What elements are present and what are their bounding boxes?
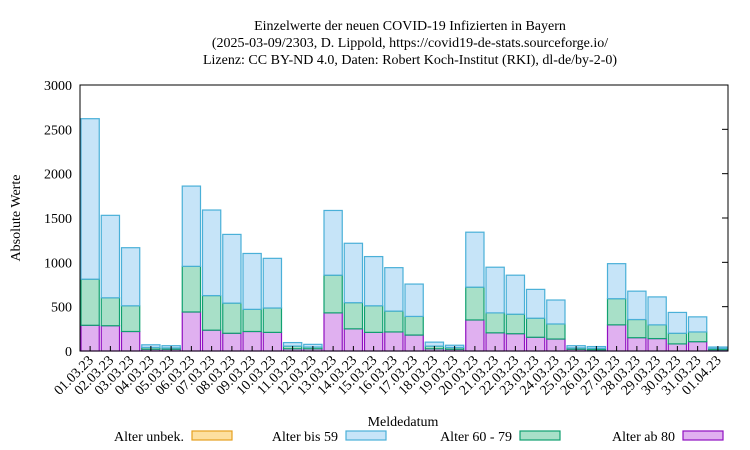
bar-segment xyxy=(323,312,343,352)
bar-segment xyxy=(647,296,667,326)
bar-segment xyxy=(627,318,647,339)
legend-label: Alter bis 59 xyxy=(272,430,338,445)
legend-label: Alter ab 80 xyxy=(612,430,675,445)
bar-segment xyxy=(323,274,343,314)
bar-segment xyxy=(100,297,121,327)
bar-segment xyxy=(667,332,688,345)
bar-segment xyxy=(687,316,708,333)
bar-segment xyxy=(323,209,343,276)
bar-segment xyxy=(424,341,445,347)
bar-segment xyxy=(667,311,688,334)
y-axis-label: Absolute Werte xyxy=(9,175,24,262)
bar-segment xyxy=(181,185,202,267)
x-axis-label: Meldedatum xyxy=(368,415,439,430)
bar-segment xyxy=(505,274,526,315)
bar-segment xyxy=(363,255,384,307)
bar-segment xyxy=(384,267,404,312)
legend-swatch xyxy=(682,430,724,441)
y-tick-label: 1000 xyxy=(44,256,72,271)
bar-segment xyxy=(404,315,424,336)
legend-label: Alter unbek. xyxy=(114,430,184,445)
bar-segment xyxy=(505,313,526,335)
chart-title: (2025-03-09/2303, D. Lippold, https://co… xyxy=(212,36,608,51)
plot-frame xyxy=(79,84,729,352)
bar-segment xyxy=(222,233,242,304)
y-tick-label: 1500 xyxy=(44,212,72,227)
chart-title: Einzelwerte der neuen COVID-19 Infiziert… xyxy=(254,19,566,34)
bar-segment xyxy=(80,118,100,280)
bar-segment xyxy=(343,242,364,304)
bar-segment xyxy=(181,311,202,352)
bar-segment xyxy=(384,310,404,333)
bar-segment xyxy=(606,263,627,300)
y-tick-label: 0 xyxy=(65,345,72,360)
bar-segment xyxy=(120,305,141,333)
bar-segment xyxy=(606,298,627,326)
bar-segment xyxy=(465,286,485,321)
bar-segment xyxy=(546,299,566,325)
bar-segment xyxy=(546,323,566,340)
bar-segment xyxy=(181,265,202,313)
bar-segment xyxy=(343,302,364,330)
bar-segment xyxy=(222,302,242,334)
bar-segment xyxy=(404,283,424,318)
y-tick-label: 3000 xyxy=(44,79,72,94)
bar-segment xyxy=(201,209,222,297)
y-tick-label: 2500 xyxy=(44,123,72,138)
bar-segment xyxy=(100,214,121,299)
bar-segment xyxy=(485,266,505,314)
legend-label: Alter 60 - 79 xyxy=(440,430,512,445)
bar-segment xyxy=(485,312,505,334)
bar-segment xyxy=(80,278,100,326)
bar-segment xyxy=(363,305,384,333)
bar-segment xyxy=(465,231,485,288)
bar-segment xyxy=(242,252,262,310)
legend-swatch xyxy=(191,430,233,441)
bar-segment xyxy=(262,307,283,333)
bar-segment xyxy=(262,257,283,309)
bar-segment xyxy=(120,247,141,307)
bar-segment xyxy=(627,290,647,321)
bar-segment xyxy=(242,308,262,333)
y-tick-label: 500 xyxy=(51,301,72,316)
bar-segment xyxy=(282,341,303,347)
bar-segment xyxy=(201,294,222,331)
chart-title: Lizenz: CC BY-ND 4.0, Daten: Robert Koch… xyxy=(203,53,617,68)
legend-swatch xyxy=(345,430,387,441)
legend-swatch xyxy=(519,430,561,441)
y-tick-label: 2000 xyxy=(44,168,72,183)
bar-segment xyxy=(525,317,546,338)
bar-segment xyxy=(525,288,546,319)
bar-segment xyxy=(687,331,708,343)
bar-segment xyxy=(647,324,667,340)
